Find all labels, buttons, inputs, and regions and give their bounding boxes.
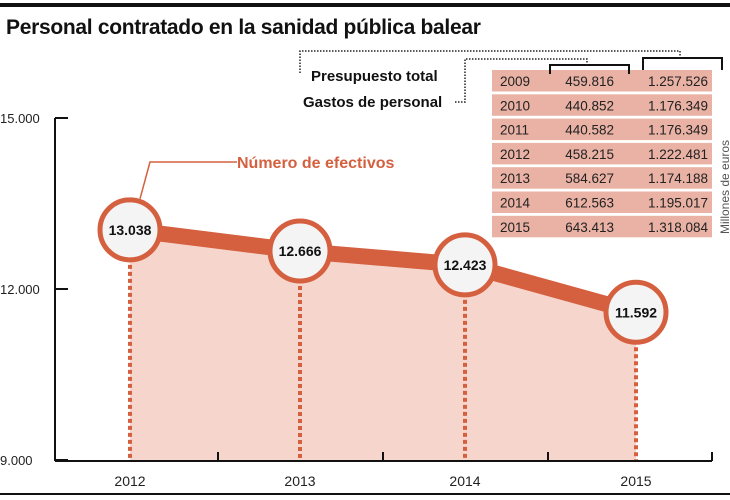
data-point [97, 197, 163, 263]
table-year: 2009 [500, 74, 530, 89]
legend-presupuesto: Presupuesto total [311, 68, 438, 85]
table-gastos: 643.413 [565, 220, 614, 235]
data-label: 12.666 [279, 243, 322, 259]
table-gastos: 458.215 [565, 147, 614, 162]
legend-gastos: Gastos de personal [303, 94, 442, 111]
presupuesto-bracket [642, 57, 723, 70]
table-presupuesto: 1.318.084 [648, 220, 709, 235]
gastos-bracket [549, 64, 630, 74]
table-gastos: 584.627 [565, 171, 614, 186]
table-year: 2010 [500, 98, 530, 113]
table-row [492, 191, 712, 213]
data-label: 11.592 [615, 304, 657, 320]
table-row [492, 167, 712, 189]
callout-line [139, 161, 237, 200]
table-year: 2012 [500, 147, 530, 162]
gastos-leader [455, 58, 588, 103]
table-row [492, 142, 712, 165]
table-presupuesto: 1.174.188 [648, 171, 708, 186]
table-year: 2013 [500, 171, 530, 186]
y-tick-label: 15.000 [0, 111, 40, 126]
series-line [129, 221, 639, 320]
y-tick-label: 9.000 [0, 453, 33, 468]
table-year: 2015 [500, 220, 530, 235]
data-point [603, 279, 669, 345]
table-gastos: 440.582 [565, 123, 614, 138]
x-tick-label: 2012 [114, 473, 145, 489]
series-label: Número de efectivos [237, 155, 394, 172]
table-row [492, 215, 712, 238]
x-tick-label: 2013 [284, 473, 315, 489]
unit-label: Millones de euros [718, 140, 730, 234]
top-rule [0, 3, 730, 7]
data-label: 13.038 [109, 222, 152, 238]
y-tick-label: 12.000 [0, 282, 40, 297]
table-year: 2011 [500, 123, 529, 138]
table-gastos: 440.852 [565, 98, 614, 113]
x-tick-label: 2014 [449, 473, 480, 489]
table-presupuesto: 1.222.481 [648, 147, 708, 162]
table-presupuesto: 1.257.526 [648, 74, 708, 89]
table-row [492, 118, 712, 141]
table-presupuesto: 1.176.349 [648, 123, 708, 138]
table-presupuesto: 1.195.017 [648, 196, 708, 211]
table-year: 2014 [500, 196, 531, 211]
area-fill [130, 229, 636, 460]
data-point [267, 218, 333, 284]
table-presupuesto: 1.176.349 [648, 98, 708, 113]
table-row [492, 70, 712, 92]
data-label: 12.423 [444, 257, 487, 273]
table-row [492, 94, 712, 116]
table-gastos: 612.563 [565, 196, 614, 211]
x-tick-label: 2015 [620, 473, 651, 489]
data-point [432, 232, 498, 298]
table-gastos: 459.816 [565, 74, 614, 89]
chart-title: Personal contratado en la sanidad públic… [6, 16, 481, 39]
presupuesto-leader [299, 50, 681, 73]
